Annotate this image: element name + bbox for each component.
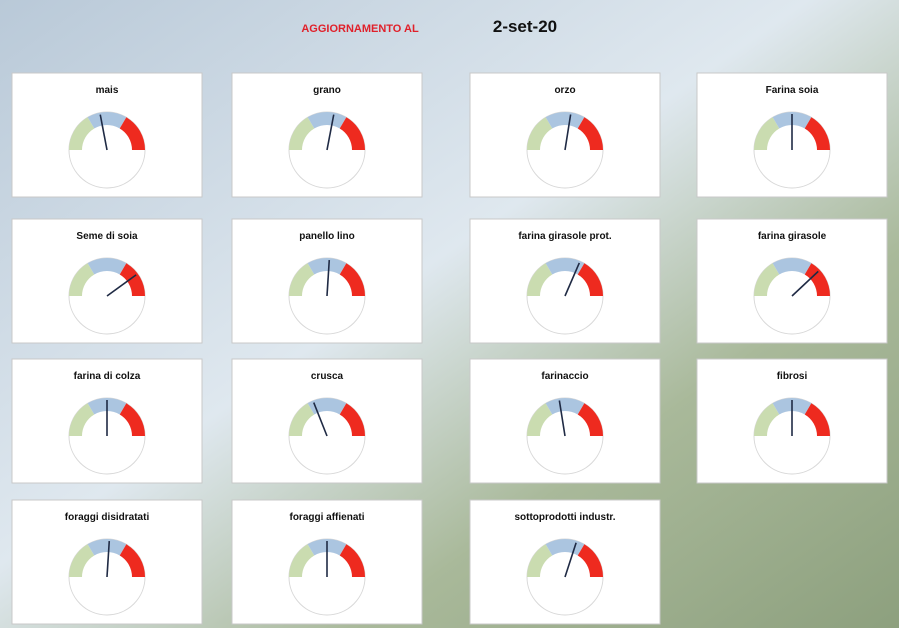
- gauge-title: foraggi affienati: [289, 512, 364, 523]
- gauge-title: Seme di soia: [76, 231, 138, 242]
- gauge-band: [527, 403, 553, 436]
- gauge-band: [87, 111, 127, 129]
- gauge-title: sottoprodotti industr.: [514, 512, 615, 523]
- gauge-title: farina di colza: [74, 371, 141, 382]
- gauge-band: [577, 117, 603, 150]
- gauge-title: panello lino: [299, 231, 355, 242]
- gauge-title: fibrosi: [777, 371, 808, 382]
- gauge-band: [87, 539, 127, 556]
- gauge-band: [69, 544, 95, 577]
- gauge-band: [289, 117, 315, 150]
- gauge-needle: [313, 402, 328, 437]
- gauge-band: [307, 111, 347, 129]
- gauge-band: [754, 263, 780, 296]
- gauge-band: [339, 403, 365, 436]
- gauge-title: crusca: [311, 371, 344, 382]
- gauge-band: [527, 117, 553, 150]
- gauge-needle: [106, 274, 137, 297]
- gauge-band: [804, 117, 830, 150]
- gauge-band: [69, 117, 95, 150]
- gauge-band: [577, 403, 603, 436]
- gauge-needle: [326, 114, 335, 151]
- gauge-needle: [326, 260, 331, 297]
- gauge-title: grano: [313, 85, 341, 96]
- gauge-title: farina girasole prot.: [518, 231, 612, 242]
- gauge-band: [545, 258, 585, 275]
- gauge-band: [339, 263, 365, 296]
- gauge-band: [527, 263, 553, 296]
- gauge-title: orzo: [554, 85, 575, 96]
- gauge-band: [289, 544, 315, 577]
- gauge-band: [69, 403, 95, 436]
- gauge-band: [577, 544, 603, 577]
- gauge-needle: [791, 270, 819, 297]
- gauge-band: [339, 544, 365, 577]
- gauge-title: farina girasole: [758, 231, 827, 242]
- gauge-needle: [564, 262, 581, 297]
- gauge-title: farinaccio: [541, 371, 588, 382]
- gauge-band: [119, 117, 145, 150]
- gauge-title: Farina soia: [766, 85, 819, 96]
- gauge-band: [119, 544, 145, 577]
- gauge-band: [545, 539, 585, 556]
- gauge-band: [545, 398, 585, 415]
- gauge-band: [754, 403, 780, 436]
- gauge-title: mais: [96, 85, 119, 96]
- gauge-needle: [564, 114, 572, 151]
- gauge-needle: [558, 400, 566, 437]
- gauge-band: [69, 263, 95, 296]
- gauge-needle: [564, 542, 577, 578]
- gauge-band: [289, 403, 315, 436]
- gauge-band: [545, 111, 585, 129]
- gauge-band: [772, 258, 812, 275]
- update-label: AGGIORNAMENTO AL: [301, 23, 419, 35]
- gauge-band: [119, 263, 145, 296]
- gauge-band: [87, 258, 127, 275]
- gauge-needle: [106, 541, 111, 578]
- gauge-band: [527, 544, 553, 577]
- gauge-band: [289, 263, 315, 296]
- gauge-band: [339, 117, 365, 150]
- gauge-band: [577, 263, 603, 296]
- gauge-band: [119, 403, 145, 436]
- gauge-band: [804, 403, 830, 436]
- gauge-needle: [99, 114, 108, 151]
- update-date: 2-set-20: [493, 17, 557, 36]
- gauge-title: foraggi disidratati: [65, 512, 150, 523]
- gauge-band: [307, 258, 347, 275]
- gauge-band: [804, 263, 830, 296]
- gauge-band: [754, 117, 780, 150]
